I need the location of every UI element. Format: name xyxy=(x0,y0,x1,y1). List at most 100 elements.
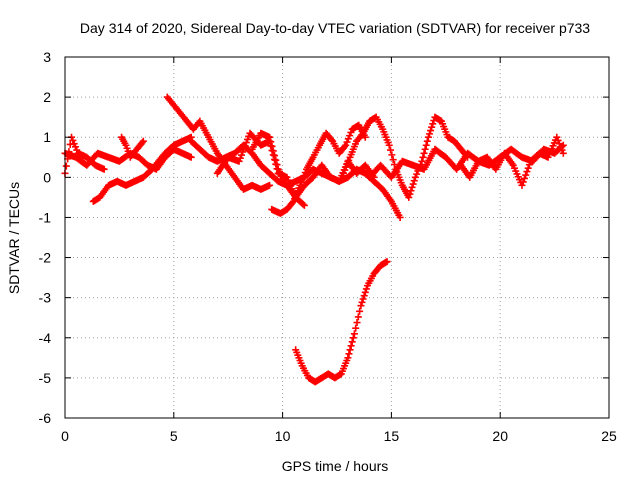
series-track-4 xyxy=(118,133,147,161)
data-point xyxy=(359,295,367,303)
data-point xyxy=(272,156,280,164)
data-point xyxy=(354,313,362,321)
y-tick-label: 2 xyxy=(43,89,51,105)
data-point xyxy=(408,183,416,191)
data-point xyxy=(343,160,351,168)
data-point xyxy=(383,258,391,266)
data-point xyxy=(553,133,561,141)
data-point xyxy=(423,137,431,145)
data-point xyxy=(352,324,360,332)
plot-frame xyxy=(64,56,610,419)
data-point xyxy=(409,180,417,188)
data-point xyxy=(428,123,436,131)
data-point xyxy=(353,319,361,327)
data-point xyxy=(269,147,277,155)
y-tick-label: -4 xyxy=(39,330,52,346)
data-point xyxy=(349,334,357,342)
data-point xyxy=(328,136,336,144)
y-tick-label: 3 xyxy=(43,49,51,65)
data-point xyxy=(296,181,304,189)
data-point xyxy=(518,181,526,189)
data-point xyxy=(348,338,356,346)
data-point xyxy=(299,200,307,208)
data-point xyxy=(267,138,275,146)
series-track-12 xyxy=(457,133,567,189)
data-point xyxy=(396,213,404,221)
axis-ticks: 0 5 10 15 20 25 -6 -5 -4 -3 -2 -1 0 1 2 3 xyxy=(39,49,617,444)
data-point xyxy=(523,168,531,176)
data-point xyxy=(407,187,415,195)
y-axis-label: SDTVAR / TECUs xyxy=(6,182,22,294)
data-point xyxy=(288,199,296,207)
x-tick-label: 25 xyxy=(601,428,617,444)
data-point xyxy=(187,153,195,161)
data-point xyxy=(346,132,354,140)
data-point xyxy=(350,330,358,338)
data-point xyxy=(387,146,395,154)
x-tick-label: 15 xyxy=(384,428,400,444)
data-point xyxy=(557,143,565,151)
x-tick-label: 20 xyxy=(492,428,508,444)
data-point xyxy=(421,145,429,153)
data-point xyxy=(356,307,364,315)
y-tick-label: -3 xyxy=(39,290,52,306)
chart-title: Day 314 of 2020, Sidereal Day-to-day VTE… xyxy=(80,20,590,36)
data-point xyxy=(344,135,352,143)
data-point xyxy=(411,173,419,181)
data-point xyxy=(266,133,274,141)
data-point xyxy=(300,201,308,209)
data-point xyxy=(422,141,430,149)
y-tick-label: -6 xyxy=(39,410,52,426)
data-point xyxy=(555,140,563,148)
y-tick-label: 0 xyxy=(43,169,51,185)
data-point xyxy=(362,285,370,293)
data-point xyxy=(410,177,418,185)
series-track-3 xyxy=(89,133,195,205)
data-point xyxy=(389,156,397,164)
data-point xyxy=(360,292,368,300)
data-point xyxy=(62,162,70,170)
data-point xyxy=(525,161,533,169)
data-point xyxy=(559,149,567,157)
data-point xyxy=(347,128,355,136)
data-point xyxy=(420,149,428,157)
data-point xyxy=(424,133,432,141)
data-point xyxy=(554,136,562,144)
data-point xyxy=(347,342,355,350)
x-tick-label: 5 xyxy=(170,428,178,444)
data-point xyxy=(69,136,77,144)
data-point xyxy=(73,146,81,154)
data-point xyxy=(406,190,414,198)
grid xyxy=(65,57,609,418)
series-track-5 xyxy=(163,93,274,193)
data-point xyxy=(70,140,78,148)
data-point xyxy=(299,175,307,183)
data-point xyxy=(340,169,348,177)
y-tick-label: -1 xyxy=(39,209,52,225)
data-marks xyxy=(61,93,567,386)
data-point xyxy=(405,193,413,201)
data-point xyxy=(341,166,349,174)
series-track-13 xyxy=(292,258,391,386)
data-point xyxy=(345,156,353,164)
data-point xyxy=(418,157,426,165)
y-tick-label: -2 xyxy=(39,250,52,266)
data-point xyxy=(71,143,79,151)
data-point xyxy=(413,170,421,178)
data-point xyxy=(357,302,365,310)
data-point xyxy=(344,354,352,362)
series-track-8 xyxy=(248,129,308,209)
data-point xyxy=(139,137,147,145)
data-point xyxy=(271,152,279,160)
data-point xyxy=(524,164,532,172)
y-tick-label: -5 xyxy=(39,370,52,386)
x-axis-label: GPS time / hours xyxy=(282,458,389,474)
series-track-9 xyxy=(268,121,369,217)
data-point xyxy=(342,163,350,171)
data-point xyxy=(358,298,366,306)
data-point xyxy=(297,178,305,186)
data-point xyxy=(361,288,369,296)
data-point xyxy=(388,151,396,159)
data-point xyxy=(266,181,274,189)
